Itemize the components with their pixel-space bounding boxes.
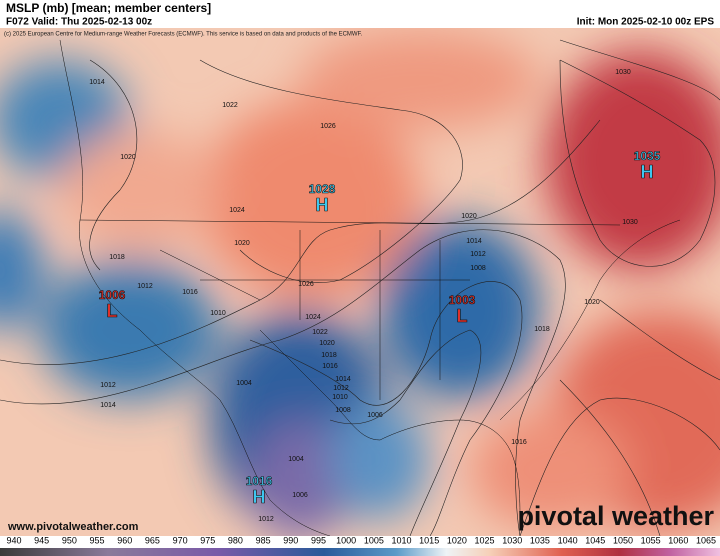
isobar-label: 1010 (332, 394, 348, 401)
title: MSLP (mb) [mean; member centers] (6, 1, 211, 15)
pressure-field (0, 30, 720, 536)
isobar-lines (0, 39, 720, 536)
isobar-label: 1024 (229, 207, 245, 214)
center-letter: H (316, 195, 329, 215)
init-time: Init: Mon 2025-02-10 00z EPS (577, 17, 715, 28)
colorbar-label: 960 (117, 535, 132, 545)
isobar-label: 1022 (222, 102, 238, 109)
colorbar-label: 1055 (641, 535, 661, 545)
isobar-label: 1008 (470, 265, 486, 272)
isobar-label: 1006 (367, 412, 383, 419)
center-value: 1016 (246, 474, 273, 488)
isobar-label: 1014 (335, 376, 351, 383)
center-value: 1028 (309, 182, 336, 196)
center-letter: H (641, 162, 654, 182)
center-letter: L (457, 306, 468, 326)
isobar-label: 1004 (288, 456, 304, 463)
isobar-label: 1020 (461, 213, 477, 220)
isobar-label: 1004 (236, 380, 252, 387)
isobar-label: 1014 (100, 402, 116, 409)
colorbar-label: 1010 (392, 535, 412, 545)
isobar-label: 1012 (100, 382, 116, 389)
colorbar-label: 975 (200, 535, 215, 545)
colorbar-label: 955 (90, 535, 105, 545)
map: 1014 1022 1026 1020 1024 1020 1018 1016 1012 1010… (0, 28, 720, 536)
colorbar-label: 950 (62, 535, 77, 545)
colorbar-label: 1000 (336, 535, 356, 545)
colorbar-label: 965 (145, 535, 160, 545)
isobar-label: 1018 (321, 352, 337, 359)
isobar-label: 1026 (320, 123, 336, 130)
header-bar (0, 0, 720, 28)
isobar-label: 1024 (305, 314, 321, 321)
center-value: 1006 (99, 288, 126, 302)
colorbar (0, 548, 720, 556)
isobar-label: 1020 (234, 240, 250, 247)
brand: pivotal weather (517, 501, 714, 531)
colorbar-label: 1025 (475, 535, 495, 545)
isobar-label: 1030 (615, 69, 631, 76)
isobar-label: 1006 (292, 492, 308, 499)
colorbar-label: 1060 (668, 535, 688, 545)
colorbar-label: 1040 (558, 535, 578, 545)
colorbar-label: 980 (228, 535, 243, 545)
isobar-label: 1022 (312, 329, 328, 336)
isobar-label: 1016 (182, 289, 198, 296)
isobar-labels: 1014 1022 1026 1020 1024 1020 1018 1016 1012 1010… (89, 69, 638, 523)
isobar-label: 1020 (584, 299, 600, 306)
isobar-label: 1020 (120, 154, 136, 161)
isobar-label: 1014 (466, 238, 482, 245)
colorbar-label: 1030 (502, 535, 522, 545)
isobar-label: 1026 (298, 281, 314, 288)
colorbar-label: 945 (34, 535, 49, 545)
site-url: www.pivotalweather.com (7, 521, 139, 533)
colorbar-label: 990 (283, 535, 298, 545)
isobar-label: 1014 (89, 79, 105, 86)
isobar-label: 1012 (333, 385, 349, 392)
colorbar-label: 1020 (447, 535, 467, 545)
colorbar-labels: 940 945 950 955 960 965 970 975 980 985 990 995 1000… (6, 535, 716, 545)
center-value: 1003 (449, 293, 476, 307)
isobar-label: 1016 (511, 439, 527, 446)
isobar-label: 1012 (258, 516, 274, 523)
center-letter: H (253, 487, 266, 507)
isobar-label: 1010 (210, 310, 226, 317)
colorbar-label: 970 (173, 535, 188, 545)
isobar-label: 1012 (137, 283, 153, 290)
isobar-label: 1030 (622, 219, 638, 226)
valid-time: F072 Valid: Thu 2025-02-13 00z (6, 17, 152, 28)
isobar-label: 1020 (319, 340, 335, 347)
colorbar-label: 995 (311, 535, 326, 545)
isobar-label: 1016 (322, 363, 338, 370)
copyright: (c) 2025 European Centre for Medium-rang… (4, 32, 363, 38)
isobar-label: 1012 (470, 251, 486, 258)
colorbar-label: 940 (6, 535, 21, 545)
center-letter: L (107, 301, 118, 321)
center-value: 1035 (634, 149, 661, 163)
colorbar-label: 1005 (364, 535, 384, 545)
isobar-label: 1008 (335, 407, 351, 414)
colorbar-label: 1035 (530, 535, 550, 545)
colorbar-label: 1050 (613, 535, 633, 545)
colorbar-label: 1015 (419, 535, 439, 545)
isobar-label: 1018 (534, 326, 550, 333)
coastlines-borders (59, 39, 681, 536)
colorbar-label: 985 (256, 535, 271, 545)
colorbar-label: 1045 (585, 535, 605, 545)
colorbar-label: 1065 (696, 535, 716, 545)
isobar-label: 1018 (109, 254, 125, 261)
